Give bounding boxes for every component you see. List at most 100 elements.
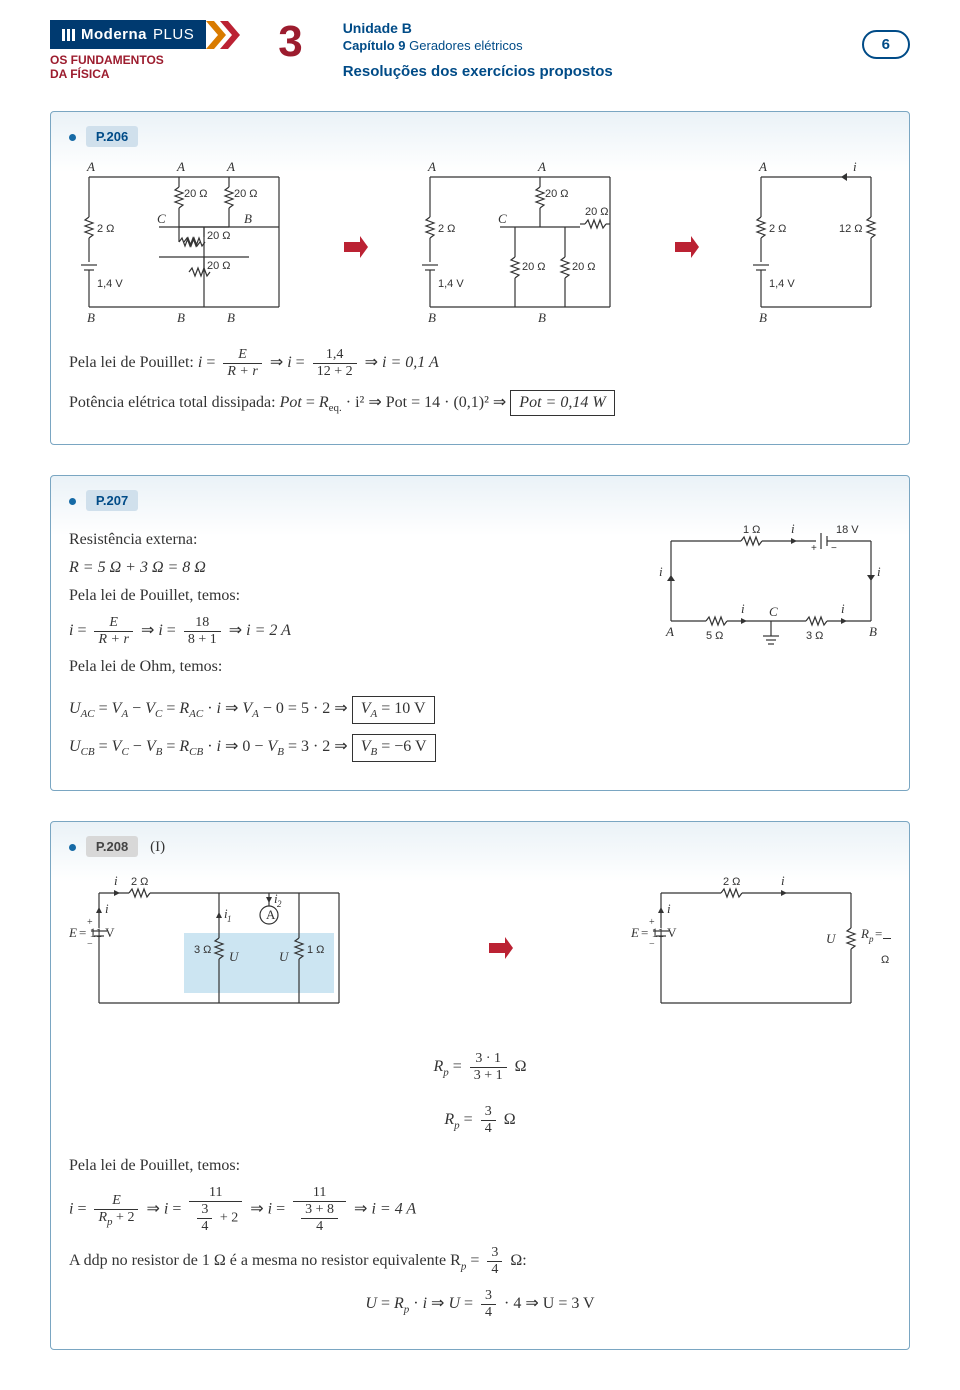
p206-result-box: Pot = 0,14 W <box>510 390 614 416</box>
arrow-right-icon <box>487 873 513 1033</box>
svg-text:+: + <box>649 917 655 928</box>
svg-text:3 Ω: 3 Ω <box>194 944 211 956</box>
p207-l3: Pela lei de Pouillet, temos: <box>69 587 631 605</box>
svg-text:1,4 V: 1,4 V <box>438 278 464 290</box>
svg-text:2 Ω: 2 Ω <box>97 223 114 235</box>
svg-text:A: A <box>226 159 235 174</box>
svg-text:−: − <box>87 939 93 950</box>
svg-text:A: A <box>665 624 674 639</box>
svg-text:i: i <box>659 564 663 579</box>
p206-power-line: Potência elétrica total dissipada: Pot =… <box>69 390 891 416</box>
page-header: Moderna PLUS OS FUNDAMENTOS DA FÍSICA 3 … <box>50 0 910 81</box>
svg-text:i: i <box>877 564 881 579</box>
svg-text:i: i <box>105 901 109 916</box>
circuit-p208-2: 2 Ω ii U Rp E = 11 V +− = 34 <box>631 873 891 1033</box>
p207-box-va: VA = 10 V <box>352 696 435 724</box>
circuit-2: AA BB C 2 Ω20 Ω 20 Ω20 Ω 20 Ω 1,4 V <box>410 157 630 337</box>
svg-text:B: B <box>869 624 877 639</box>
svg-text:−: − <box>831 543 837 554</box>
svg-text:B: B <box>87 310 95 325</box>
svg-text:2 Ω: 2 Ω <box>438 223 455 235</box>
volume-number: 3 <box>278 20 302 64</box>
circuit-p207: 1 Ω18 V 5 Ω3 Ω iii ii ACB +− <box>651 521 891 661</box>
p207-l5: Pela lei de Ohm, temos: <box>69 658 631 676</box>
svg-text:B: B <box>177 310 185 325</box>
logo-bars-icon <box>62 29 75 41</box>
svg-text:i: i <box>114 873 118 888</box>
p208-l1: Pela lei de Pouillet, temos: <box>69 1157 891 1175</box>
bullet-icon <box>69 134 76 141</box>
exercise-p206: P.206 <box>50 111 910 445</box>
circuit-3: Ai B 2 Ω12 Ω 1,4 V <box>741 157 891 337</box>
p207-l4: i = ER + r ⇒ i = 188 + 1 ⇒ i = 2 A <box>69 615 631 648</box>
circuits-row-p206: A A A B B B C B 2 Ω 20 Ω 20 Ω 20 Ω 20 Ω 1,4 V <box>69 157 891 337</box>
svg-text:i: i <box>781 873 785 888</box>
svg-text:20 Ω: 20 Ω <box>522 261 546 273</box>
svg-text:U: U <box>826 931 837 946</box>
p208-l2: i = ERp + 2 ⇒ i = 1134 + 2 ⇒ i = 113 + 8… <box>69 1185 891 1235</box>
svg-text:=: = <box>875 926 882 941</box>
svg-text:i: i <box>791 521 795 536</box>
svg-text:A: A <box>266 907 276 922</box>
arrow-right-icon <box>342 157 368 337</box>
circuit-1: AAA BBB CB 2 Ω 20 Ω20 Ω 20 Ω 20 Ω 1,4 V <box>69 157 299 337</box>
svg-text:i: i <box>853 159 857 174</box>
svg-text:= 11 V: = 11 V <box>79 925 115 940</box>
p207-box-vb: VB = −6 V <box>352 734 436 762</box>
exercise-tag: P.206 <box>86 126 138 147</box>
svg-text:1,4 V: 1,4 V <box>769 278 795 290</box>
svg-text:C: C <box>769 604 778 619</box>
exercise-tag: P.208 <box>86 836 138 857</box>
bullet-icon <box>69 844 76 851</box>
svg-text:E: E <box>631 925 639 940</box>
svg-text:E: E <box>69 925 77 940</box>
svg-text:C: C <box>498 211 507 226</box>
svg-text:B: B <box>428 310 436 325</box>
unit-block: Unidade B Capítulo 9 Geradores elétricos… <box>343 20 613 80</box>
svg-text:+: + <box>87 917 93 928</box>
svg-text:U: U <box>279 949 290 964</box>
p207-l1: Resistência externa: <box>69 531 631 549</box>
page-number: 6 <box>862 30 910 59</box>
svg-text:2 Ω: 2 Ω <box>769 223 786 235</box>
logo-main: Moderna PLUS <box>50 20 206 49</box>
svg-text:1 Ω: 1 Ω <box>307 944 324 956</box>
svg-text:A: A <box>427 159 436 174</box>
logo-block: Moderna PLUS OS FUNDAMENTOS DA FÍSICA <box>50 20 246 81</box>
p208-l4: U = Rp · i ⇒ U = 34 · 4 ⇒ U = 3 V <box>69 1288 891 1321</box>
p206-pouillet-line: Pela lei de Pouillet: i = ER + r ⇒ i = 1… <box>69 347 891 380</box>
svg-text:B: B <box>538 310 546 325</box>
svg-text:2: 2 <box>277 899 282 909</box>
svg-text:1: 1 <box>227 914 232 924</box>
bullet-icon <box>69 498 76 505</box>
p208-l3: A ddp no resistor de 1 Ω é a mesma no re… <box>69 1245 891 1278</box>
p207-uac: UAC = VA − VC = RAC · i ⇒ VA − 0 = 5 · 2… <box>69 696 891 724</box>
svg-text:A: A <box>86 159 95 174</box>
svg-text:C: C <box>157 211 166 226</box>
svg-text:20 Ω: 20 Ω <box>234 188 258 200</box>
svg-text:3 Ω: 3 Ω <box>806 630 823 642</box>
logo-plus: PLUS <box>153 26 194 43</box>
svg-text:i: i <box>841 601 845 616</box>
chevron-right-icon <box>206 21 246 49</box>
svg-text:i: i <box>741 601 745 616</box>
svg-text:−: − <box>649 939 655 950</box>
svg-text:1,4 V: 1,4 V <box>97 278 123 290</box>
svg-text:20 Ω: 20 Ω <box>572 261 596 273</box>
svg-text:2 Ω: 2 Ω <box>723 876 740 888</box>
svg-text:Ω: Ω <box>881 954 889 966</box>
unit-label: Unidade B <box>343 20 613 36</box>
svg-text:2 Ω: 2 Ω <box>131 876 148 888</box>
svg-text:B: B <box>244 211 252 226</box>
svg-text:20 Ω: 20 Ω <box>207 260 231 272</box>
svg-text:U: U <box>229 949 240 964</box>
svg-text:B: B <box>759 310 767 325</box>
p208-rp-calc: Rp = 3 · 13 + 1 Ω Rp = 34 Ω <box>69 1041 891 1147</box>
exercise-p207: P.207 Resistência externa: R = 5 Ω + 3 Ω… <box>50 475 910 791</box>
logo-subtitle: OS FUNDAMENTOS DA FÍSICA <box>50 53 246 81</box>
chapter-line: Capítulo 9 Geradores elétricos <box>343 38 613 53</box>
exercise-p208: P.208 (I) <box>50 821 910 1350</box>
arrow-right-icon <box>673 157 699 337</box>
svg-text:p: p <box>868 934 874 944</box>
svg-text:18 V: 18 V <box>836 524 859 536</box>
